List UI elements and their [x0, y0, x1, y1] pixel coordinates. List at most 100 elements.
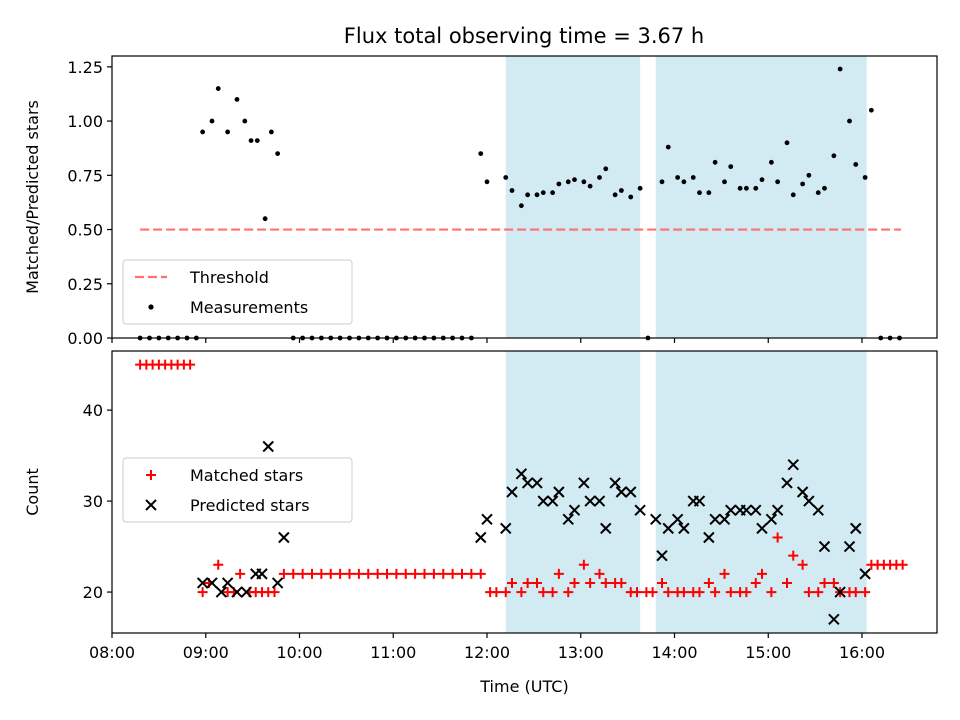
- measurement-point: [254, 138, 260, 144]
- measurement-point: [200, 129, 206, 135]
- matched-star-point: [516, 587, 527, 598]
- matched-star-point: [532, 577, 542, 588]
- predicted-star-point: [262, 440, 274, 453]
- predicted-star-point: [240, 586, 253, 598]
- measurement-point: [665, 144, 671, 150]
- matched-star-point: [522, 577, 533, 588]
- matched-star-point: [750, 577, 761, 588]
- predicted-star-point: [693, 495, 706, 507]
- y-tick-label: 0.00: [67, 329, 103, 348]
- legend-predicted-swatch: [145, 499, 157, 511]
- measurement-point: [775, 179, 781, 185]
- predicted-star-point: [475, 531, 487, 544]
- matched-star-point: [757, 568, 767, 579]
- matched-star-point: [788, 550, 799, 561]
- matched-star-point: [860, 587, 871, 598]
- matched-star-point: [372, 568, 383, 579]
- shaded-span-1: [655, 351, 867, 633]
- x-tick-label: 09:00: [183, 643, 229, 662]
- measurement-point: [612, 192, 618, 198]
- measurement-point: [697, 190, 702, 196]
- matched-star-point: [466, 568, 477, 579]
- predicted-star-point: [584, 495, 596, 507]
- matched-star-point: [725, 587, 736, 598]
- matched-star-point: [185, 359, 196, 370]
- measurement-point: [540, 190, 546, 196]
- predicted-star-point: [568, 504, 581, 516]
- matched-star-point: [500, 587, 511, 598]
- matched-star-point: [897, 559, 908, 570]
- matched-star-point: [741, 587, 752, 598]
- measurement-point: [275, 151, 281, 157]
- predicted-star-point: [625, 486, 637, 498]
- matched-star-point: [391, 568, 402, 579]
- legend-box: [122, 259, 353, 325]
- measurement-point: [737, 185, 743, 191]
- y-tick-label: 30: [83, 492, 103, 511]
- measurement-point: [862, 175, 868, 180]
- matched-star-point: [553, 568, 564, 579]
- predicted-star-point: [553, 486, 565, 498]
- matched-star-point: [657, 577, 667, 588]
- matched-star-point: [782, 577, 792, 588]
- measurement-point: [565, 179, 571, 185]
- matched-star-point: [772, 532, 783, 543]
- legend-box: [122, 457, 353, 523]
- matched-star-point: [363, 568, 374, 579]
- matched-star-point: [694, 587, 705, 598]
- measurement-point: [215, 86, 221, 91]
- predicted-star-point: [609, 477, 621, 489]
- measurement-point: [722, 179, 727, 185]
- legend: Threshold Measurements: [122, 259, 353, 325]
- x-tick-label: 15:00: [745, 643, 791, 662]
- matched-star-point: [578, 559, 589, 570]
- measurement-point: [268, 129, 274, 135]
- matched-star-point: [719, 568, 730, 579]
- measurement-point: [706, 190, 712, 196]
- y-axis-label: Count: [23, 468, 42, 516]
- y-tick-label: 0.50: [67, 221, 103, 240]
- predicted-star-point: [231, 586, 243, 598]
- y-tick-label: 40: [83, 401, 103, 420]
- predicted-star-point: [500, 522, 512, 535]
- x-tick-label: 10:00: [276, 643, 322, 662]
- matched-star-point: [594, 568, 605, 579]
- matched-star-point: [710, 587, 721, 598]
- predicted-star-point: [600, 522, 612, 535]
- matched-star-point: [563, 587, 574, 598]
- predicted-star-point: [515, 468, 528, 480]
- matched-star-point: [197, 587, 208, 598]
- legend-label: Threshold: [189, 268, 269, 287]
- measurement-point: [675, 175, 681, 180]
- predicted-star-point: [521, 477, 534, 489]
- measurement-point: [806, 172, 812, 178]
- measurement-point: [618, 188, 624, 193]
- predicted-star-point: [787, 459, 799, 471]
- matched-star-point: [335, 568, 346, 579]
- matched-star-point: [569, 577, 580, 588]
- matched-star-point: [353, 568, 364, 579]
- measurement-point: [503, 175, 509, 180]
- measurement-point: [690, 175, 696, 180]
- legend-label: Measurements: [190, 298, 308, 317]
- measurement-point: [681, 179, 687, 185]
- matched-star-point: [213, 559, 224, 570]
- matched-star-point: [600, 577, 611, 588]
- predicted-star-point: [206, 577, 218, 589]
- predicted-star-point: [796, 486, 809, 498]
- matched-star-point: [766, 587, 777, 598]
- y-tick-label: 0.25: [67, 275, 103, 294]
- measurement-point: [837, 66, 843, 72]
- measurement-point: [728, 164, 734, 170]
- x-tick-label: 16:00: [839, 643, 885, 662]
- matched-star-point: [382, 568, 392, 579]
- predicted-star-point: [671, 513, 684, 525]
- predicted-star-point: [725, 504, 737, 516]
- measurement-point: [225, 129, 231, 135]
- predicted-star-point: [803, 495, 815, 507]
- predicted-star-point: [615, 486, 628, 498]
- measurement-point: [790, 192, 796, 198]
- measurement-point: [784, 140, 790, 146]
- measurement-point: [509, 188, 515, 193]
